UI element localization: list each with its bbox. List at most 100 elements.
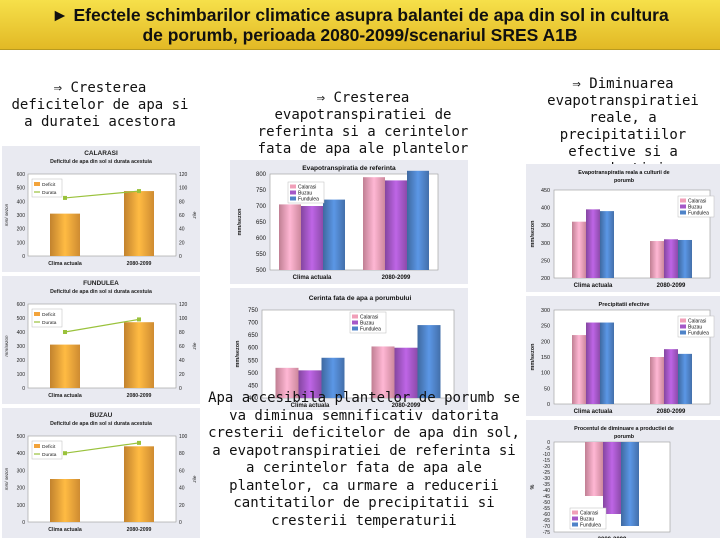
y-axis-label: % xyxy=(530,484,536,489)
legend-label: Calarasi xyxy=(360,315,378,321)
y-tick-label: 500 xyxy=(256,268,267,274)
y2-axis-label: zile xyxy=(192,475,197,483)
legend-box xyxy=(569,507,607,530)
bar-fundulea xyxy=(678,353,692,404)
implies-arrow-icon: ⇒ xyxy=(53,80,63,96)
y2-tick-label: 100 xyxy=(179,434,188,440)
bar-calarasi xyxy=(650,357,664,404)
implies-arrow-icon: ⇒ xyxy=(316,90,326,106)
y2-tick-label: 40 xyxy=(179,227,185,233)
point-durata xyxy=(137,440,141,445)
y-tick-label: 300 xyxy=(17,468,26,474)
bar-calarasi xyxy=(572,221,586,278)
x-category-label: 2080-2099 xyxy=(657,409,686,415)
y-tick-label: 300 xyxy=(541,241,550,247)
legend-label: Calarasi xyxy=(298,185,316,191)
legend-swatch xyxy=(290,196,296,201)
y-tick-label: 450 xyxy=(541,188,550,194)
legend-swatch xyxy=(34,444,40,448)
slide-title: ► Efectele schimbarilor climatice asupra… xyxy=(0,5,720,45)
bar-fundulea xyxy=(621,442,639,526)
chart-title: Deficitul de apa din sol si durata acest… xyxy=(50,289,152,295)
chart-title: porumb xyxy=(614,178,635,184)
bar-buzau xyxy=(603,442,621,514)
bar-deficit xyxy=(50,213,80,256)
bar-deficit xyxy=(50,479,80,522)
legend-label: Durata xyxy=(42,190,57,196)
y-axis-label: mm/sezon xyxy=(530,343,536,371)
y-tick-label: 300 xyxy=(17,213,26,219)
y-tick-label: -30 xyxy=(543,476,550,482)
line-durata xyxy=(64,442,140,454)
y-tick-label: -35 xyxy=(543,482,550,488)
point-durata xyxy=(63,195,67,200)
chart-title: Evapotranspiratia reala a culturii de xyxy=(578,170,669,176)
x-category-label: Clima actuala xyxy=(574,283,613,289)
y2-tick-label: 80 xyxy=(179,330,185,336)
chart-diminuare-productie: Procentul de diminuare a productiei de po… xyxy=(526,420,720,538)
bar-fundulea xyxy=(600,211,614,278)
y-tick-label: 200 xyxy=(17,486,26,492)
legend-swatch xyxy=(680,198,686,203)
legend-label: Calarasi xyxy=(580,511,598,517)
y2-tick-label: 0 xyxy=(179,520,182,526)
y-tick-label: 700 xyxy=(248,321,259,327)
legend-label: Buzau xyxy=(688,205,702,211)
x-category-label: Clima actuala xyxy=(48,261,82,267)
middle-column-text: ⇒ Cresterea evapotranspiratiei de referi… xyxy=(238,90,488,158)
legend-label: Fundulea xyxy=(360,327,381,333)
y2-tick-label: 80 xyxy=(179,199,185,205)
y-tick-label: 600 xyxy=(248,346,259,352)
legend-swatch xyxy=(352,320,358,325)
bar-calarasi xyxy=(363,177,385,270)
y-tick-label: -65 xyxy=(543,518,550,524)
y-tick-label: 400 xyxy=(17,199,26,205)
y-tick-label: 100 xyxy=(17,503,26,509)
legend-swatch xyxy=(290,184,296,189)
y-tick-label: 0 xyxy=(547,402,550,408)
line-durata xyxy=(64,190,140,199)
y2-tick-label: 120 xyxy=(179,302,188,308)
x-category-label: 2080-2099 xyxy=(657,283,686,289)
chart-title: Deficitul de apa din sol si durata acest… xyxy=(50,159,152,165)
legend-label: Fundulea xyxy=(688,211,709,217)
y-axis-label: mm/ sezon xyxy=(4,467,9,490)
bar-buzau xyxy=(301,206,323,270)
y-tick-label: 250 xyxy=(541,258,550,264)
conclusion-text: Apa accesibila plantelor de porumb se va… xyxy=(208,390,520,529)
chart-buzau-deficit: BUZAU Deficitul de apa din sol si durata … xyxy=(2,408,200,538)
y2-tick-label: 60 xyxy=(179,468,185,474)
chart-calarasi-deficit: CALARASI Deficitul de apa din sol si dura… xyxy=(2,146,200,272)
left-column-statement: Cresterea deficitelor de apa si a durate… xyxy=(11,80,189,130)
y-tick-label: 800 xyxy=(256,172,267,178)
y-tick-label: -50 xyxy=(543,500,550,506)
legend-swatch xyxy=(352,314,358,319)
bar-fundulea xyxy=(323,199,345,270)
y2-tick-label: 20 xyxy=(179,240,185,246)
legend-swatch xyxy=(572,516,578,521)
legend-label: Calarasi xyxy=(688,199,706,205)
chart-site-label: FUNDULEA xyxy=(83,280,119,287)
chart-title: Deficitul de apa din sol si durata acest… xyxy=(50,421,152,427)
y-tick-label: 600 xyxy=(256,236,267,242)
y-tick-label: 500 xyxy=(17,434,26,440)
y-tick-label: 650 xyxy=(248,333,259,339)
y-tick-label: 200 xyxy=(541,276,550,282)
y-tick-label: 400 xyxy=(248,396,259,402)
bar-calarasi xyxy=(371,346,395,398)
y2-tick-label: 0 xyxy=(179,386,182,392)
y-tick-label: -70 xyxy=(543,524,550,530)
right-column-statement: Diminuarea evapotranspiratiei reale, a p… xyxy=(547,76,699,177)
y-tick-label: 600 xyxy=(17,302,26,308)
bar-calarasi xyxy=(585,442,603,496)
legend-box xyxy=(287,181,325,204)
y-tick-label: 50 xyxy=(544,386,550,392)
y2-tick-label: 20 xyxy=(179,503,185,509)
x-category-label: Clima actuala xyxy=(291,403,330,409)
chart-title: Procentul de diminuare a productiei de xyxy=(574,426,674,432)
x-category-label: 2080-2099 xyxy=(127,393,152,399)
x-category-label: 2080-2099 xyxy=(598,537,627,538)
bar-fundulea xyxy=(407,170,429,270)
y-tick-label: 0 xyxy=(22,520,25,526)
y-tick-label: 250 xyxy=(541,324,550,330)
